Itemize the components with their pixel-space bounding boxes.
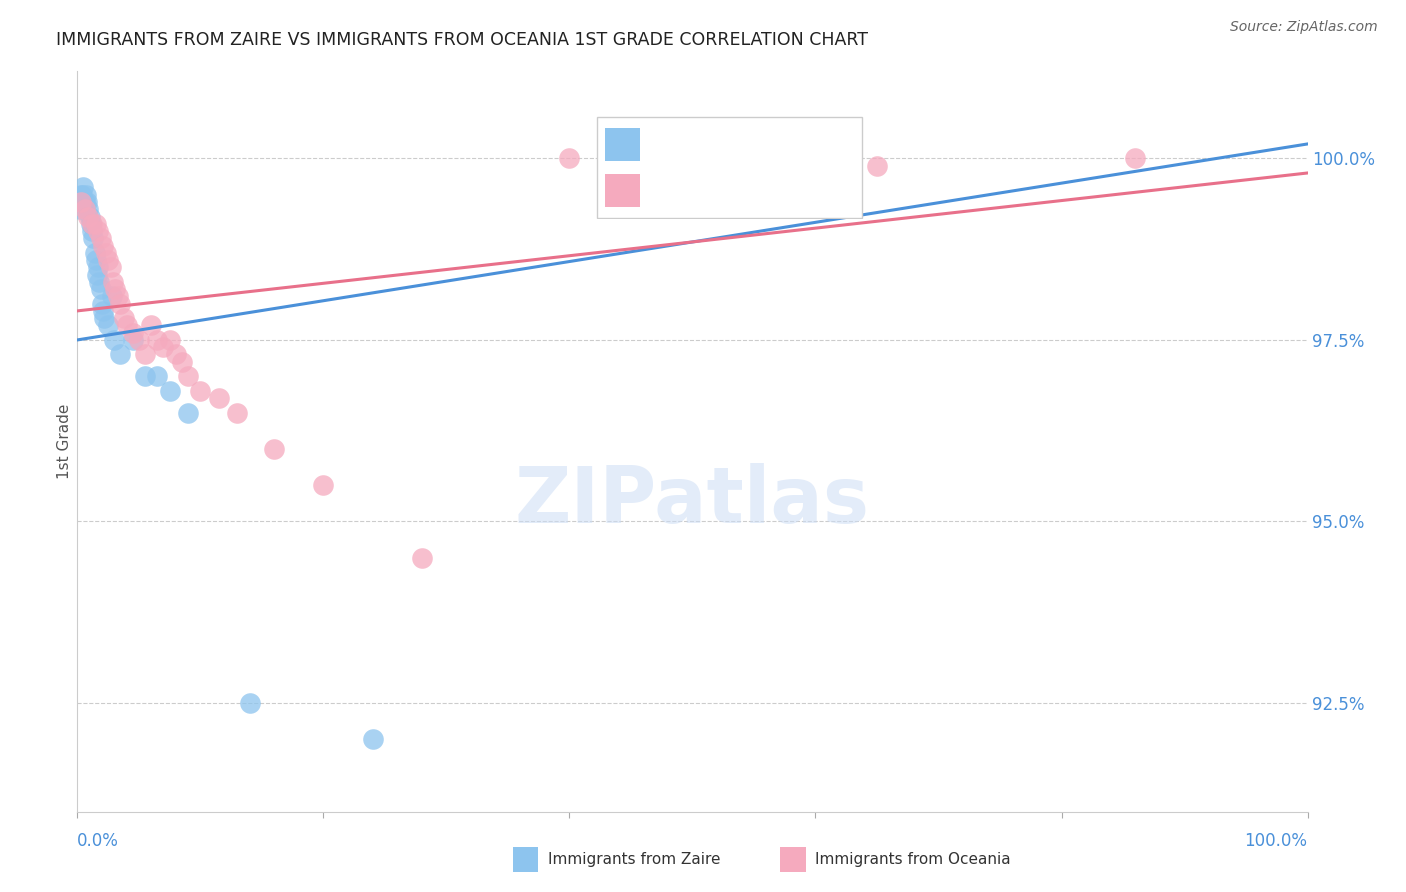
Point [86, 268, 108, 282]
Point [77, 210, 100, 224]
Point [115, 318, 138, 333]
Point [107, 289, 129, 303]
Point [70, 194, 93, 209]
Text: N = 32: N = 32 [775, 136, 842, 153]
Point [134, 347, 156, 361]
Bar [605, 128, 640, 161]
FancyBboxPatch shape [596, 117, 862, 219]
Text: ZIPatlas: ZIPatlas [515, 463, 870, 539]
Point [83, 245, 105, 260]
Text: Source: ZipAtlas.com: Source: ZipAtlas.com [1230, 20, 1378, 34]
Point [152, 340, 174, 354]
Point [112, 311, 135, 326]
Point [141, 318, 163, 333]
Point [77, 202, 100, 217]
Point [226, 405, 249, 419]
Point [170, 354, 193, 368]
Point [165, 347, 187, 361]
Text: IMMIGRANTS FROM ZAIRE VS IMMIGRANTS FROM OCEANIA 1ST GRADE CORRELATION CHART: IMMIGRANTS FROM ZAIRE VS IMMIGRANTS FROM… [56, 31, 869, 49]
Point [91, 304, 114, 318]
Point [866, 159, 889, 173]
Point [87, 224, 110, 238]
Point [94, 245, 117, 260]
Point [121, 333, 143, 347]
Point [104, 282, 127, 296]
Y-axis label: 1st Grade: 1st Grade [56, 404, 72, 479]
Point [97, 253, 120, 268]
Text: 0.0%: 0.0% [77, 832, 120, 850]
Point [90, 296, 114, 310]
Point [69, 202, 91, 217]
Text: 100.0%: 100.0% [1244, 832, 1308, 850]
Point [97, 318, 120, 333]
Point [134, 369, 156, 384]
Point [177, 405, 200, 419]
Point [558, 152, 581, 166]
Point [190, 384, 212, 398]
Point [93, 311, 115, 326]
Point [128, 333, 150, 347]
Point [87, 260, 110, 275]
Point [75, 187, 97, 202]
Point [79, 210, 101, 224]
Point [100, 260, 122, 275]
Point [73, 202, 96, 217]
Point [159, 384, 181, 398]
Point [146, 333, 169, 347]
Point [239, 696, 262, 710]
Point [146, 369, 169, 384]
Text: R = 0.429: R = 0.429 [651, 181, 749, 200]
Point [82, 231, 104, 245]
Text: Immigrants from Oceania: Immigrants from Oceania [815, 853, 1011, 867]
Point [110, 347, 132, 361]
Point [82, 217, 104, 231]
Point [84, 217, 107, 231]
Point [84, 253, 107, 268]
Point [101, 275, 124, 289]
Point [73, 194, 96, 209]
Text: R = 0.248: R = 0.248 [651, 136, 749, 153]
Point [121, 326, 143, 340]
Text: Immigrants from Zaire: Immigrants from Zaire [548, 853, 721, 867]
Point [208, 391, 231, 405]
Point [177, 369, 200, 384]
Point [76, 194, 98, 209]
Point [103, 333, 125, 347]
Point [91, 238, 114, 252]
Text: N = 36: N = 36 [775, 181, 842, 200]
Point [411, 550, 433, 565]
Point [90, 231, 112, 245]
Bar [605, 174, 640, 207]
Point [72, 180, 94, 194]
Point [312, 478, 335, 492]
Point [70, 187, 93, 202]
Point [263, 442, 285, 456]
Point [101, 289, 124, 303]
Point [90, 282, 112, 296]
Point [89, 275, 111, 289]
Point [80, 217, 103, 231]
Point [82, 224, 104, 238]
Point [70, 187, 93, 202]
Point [361, 732, 384, 747]
Point [159, 333, 181, 347]
Point [1125, 152, 1147, 166]
Point [110, 296, 132, 310]
